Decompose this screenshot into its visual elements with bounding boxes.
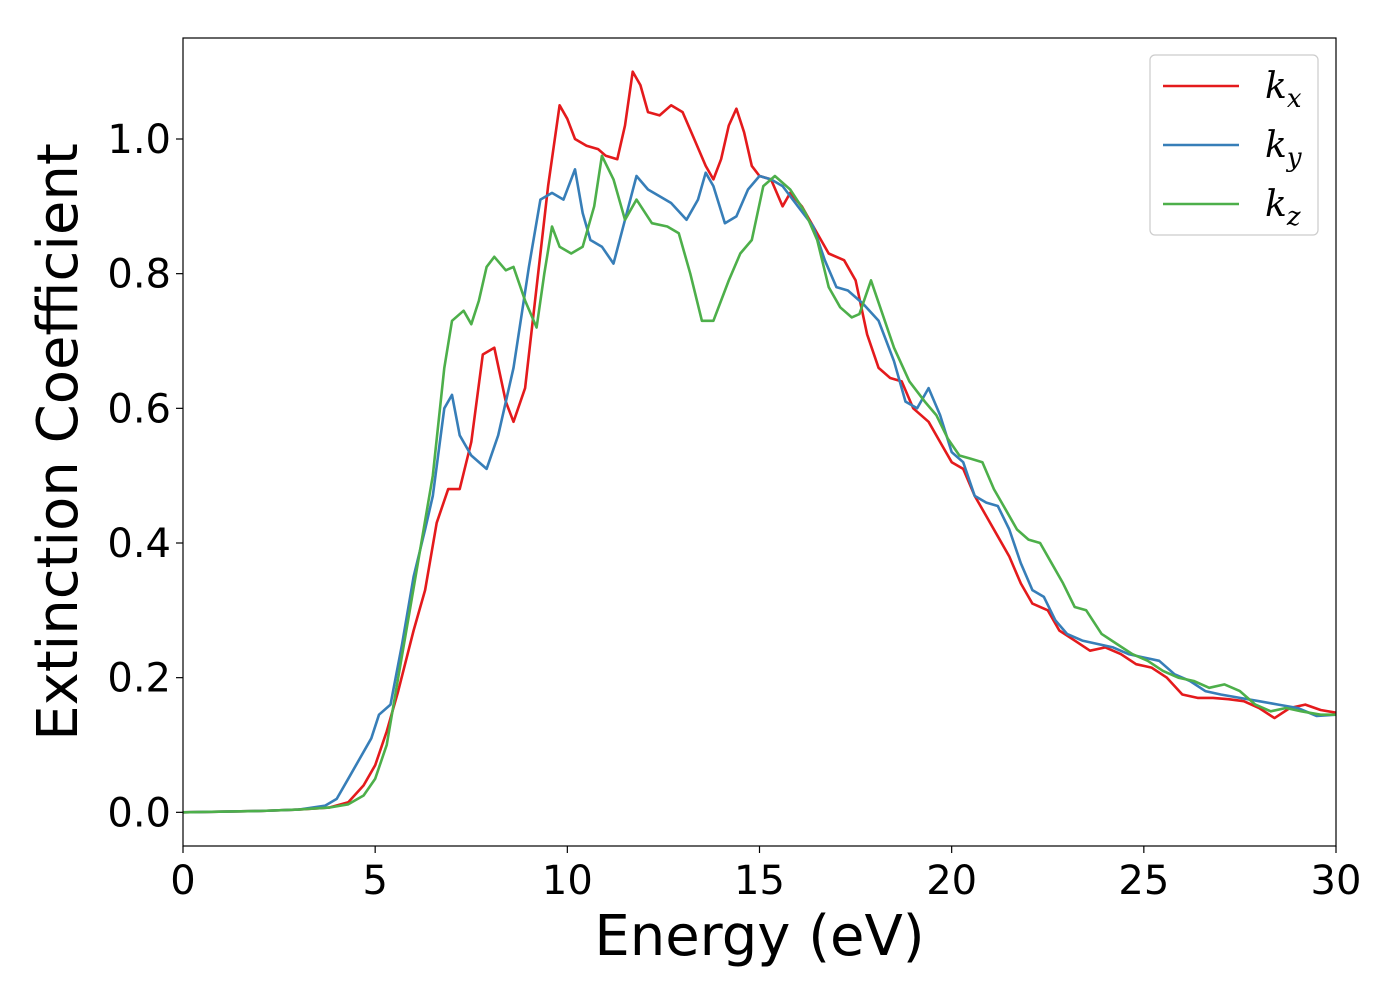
x-tick-label: 30 [1311,858,1362,904]
series-line-y [182,168,1337,814]
x-tick-label: 5 [362,858,387,904]
x-tick-label: 20 [926,858,977,904]
y-tick-label: 0.0 [107,790,171,836]
x-tick-label: 25 [1118,858,1169,904]
y-tick-label: 0.6 [107,386,171,432]
series-layer [182,70,1337,814]
legend: kx ky kz [1149,54,1319,236]
y-tick-label: 1.0 [107,117,171,163]
y-tick-label: 0.2 [107,656,171,702]
y-axis: 0.0 0.2 0.4 0.6 0.8 1.0 [107,117,183,836]
series-line-x [182,70,1337,814]
y-axis-title: Extinction Coefficient [26,143,91,741]
x-axis-title: Energy (eV) [594,904,924,969]
x-tick-label: 0 [170,858,195,904]
legend-label-y: ky [1265,125,1302,173]
legend-label-z: kz [1265,184,1301,232]
legend-label-x: kx [1265,66,1302,114]
x-tick-label: 10 [542,858,593,904]
y-tick-label: 0.4 [107,521,171,567]
x-tick-label: 15 [734,858,785,904]
series-line-z [182,154,1336,814]
x-axis: 0 5 10 15 20 25 30 [170,846,1361,904]
y-tick-label: 0.8 [107,252,171,298]
